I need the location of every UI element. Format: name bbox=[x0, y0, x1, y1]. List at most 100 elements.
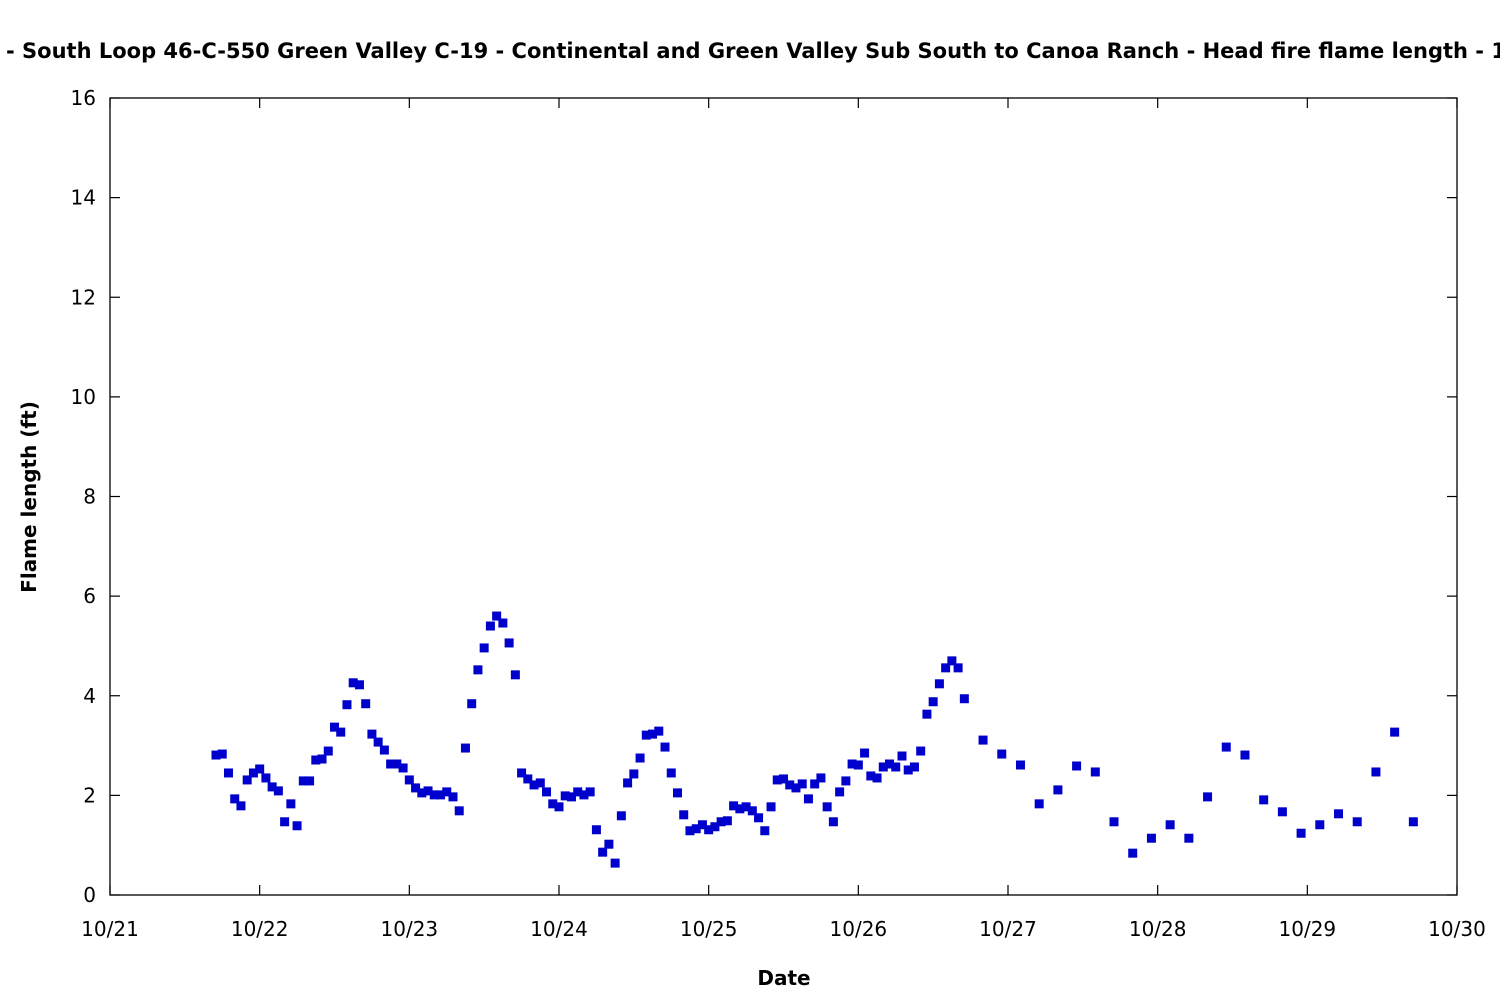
y-tick-label: 10 bbox=[71, 385, 96, 409]
x-tick-label: 10/25 bbox=[680, 917, 738, 941]
data-point bbox=[535, 778, 545, 788]
data-point bbox=[710, 822, 720, 832]
data-point bbox=[267, 782, 277, 792]
data-point bbox=[791, 783, 801, 793]
data-point bbox=[523, 774, 533, 784]
data-point bbox=[716, 817, 726, 827]
data-point bbox=[598, 847, 608, 857]
data-point bbox=[916, 746, 926, 756]
y-tick-label: 12 bbox=[71, 285, 96, 309]
data-point bbox=[217, 749, 227, 759]
data-point bbox=[554, 802, 564, 812]
data-point bbox=[1352, 817, 1362, 827]
x-tick-label: 10/30 bbox=[1428, 917, 1486, 941]
data-point bbox=[242, 775, 252, 785]
data-point bbox=[860, 748, 870, 758]
data-point bbox=[579, 790, 589, 800]
data-point bbox=[386, 759, 396, 769]
data-point bbox=[273, 786, 283, 796]
data-point bbox=[697, 820, 707, 830]
x-tick-label: 10/21 bbox=[81, 917, 139, 941]
data-point bbox=[978, 735, 988, 745]
data-point bbox=[928, 697, 938, 707]
data-point bbox=[317, 754, 327, 764]
data-point bbox=[941, 663, 951, 673]
data-point bbox=[510, 670, 520, 680]
x-axis-label: Date bbox=[757, 966, 810, 990]
data-point bbox=[467, 699, 477, 709]
data-point bbox=[479, 643, 489, 653]
data-point bbox=[211, 750, 221, 760]
data-point bbox=[504, 638, 514, 648]
data-point bbox=[1203, 792, 1213, 802]
data-point bbox=[909, 762, 919, 772]
data-point bbox=[641, 730, 651, 740]
data-point bbox=[354, 680, 364, 690]
data-point bbox=[866, 771, 876, 781]
data-point bbox=[897, 751, 907, 761]
data-point bbox=[891, 762, 901, 772]
y-tick-label: 14 bbox=[71, 186, 96, 210]
data-point bbox=[1240, 750, 1250, 760]
data-point bbox=[442, 787, 452, 797]
data-point bbox=[548, 799, 558, 809]
chart-title: - South Loop 46-C-550 Green Valley C-19 … bbox=[6, 39, 1500, 63]
data-point bbox=[448, 792, 458, 802]
data-point bbox=[816, 773, 826, 783]
data-point bbox=[392, 759, 402, 769]
data-point bbox=[255, 764, 265, 774]
data-point bbox=[560, 791, 570, 801]
data-point bbox=[585, 787, 595, 797]
x-tick-label: 10/27 bbox=[979, 917, 1037, 941]
data-point bbox=[959, 694, 969, 704]
data-point bbox=[498, 618, 508, 628]
y-axis-label: Flame length (ft) bbox=[17, 401, 41, 593]
x-tick-label: 10/28 bbox=[1129, 917, 1187, 941]
data-point bbox=[223, 768, 233, 778]
data-point bbox=[1296, 828, 1306, 838]
data-point bbox=[367, 729, 377, 739]
data-point bbox=[1390, 727, 1400, 737]
data-point bbox=[841, 776, 851, 786]
data-point bbox=[542, 787, 552, 797]
data-point bbox=[517, 768, 527, 778]
data-point bbox=[691, 824, 701, 834]
data-point bbox=[1315, 820, 1325, 830]
data-point bbox=[660, 742, 670, 752]
data-point bbox=[903, 765, 913, 775]
data-point bbox=[803, 794, 813, 804]
data-point bbox=[305, 776, 315, 786]
data-point bbox=[1053, 785, 1063, 795]
data-point bbox=[847, 759, 857, 769]
data-point bbox=[922, 709, 932, 719]
data-point bbox=[616, 811, 626, 821]
data-point bbox=[454, 806, 464, 816]
y-tick-label: 4 bbox=[83, 684, 96, 708]
data-point bbox=[436, 790, 446, 800]
data-point bbox=[361, 699, 371, 709]
data-point bbox=[348, 678, 358, 688]
data-point bbox=[573, 787, 583, 797]
data-point bbox=[292, 821, 302, 831]
data-point bbox=[623, 778, 633, 788]
data-point bbox=[473, 665, 483, 675]
plot-frame bbox=[109, 97, 1458, 896]
y-tick-label: 2 bbox=[83, 783, 96, 807]
data-point bbox=[735, 804, 745, 814]
data-point bbox=[398, 763, 408, 773]
data-point bbox=[853, 760, 863, 770]
data-point bbox=[610, 858, 620, 868]
data-point bbox=[878, 762, 888, 772]
data-point bbox=[261, 773, 271, 783]
data-point bbox=[722, 816, 732, 826]
data-point bbox=[635, 753, 645, 763]
data-point bbox=[336, 727, 346, 737]
data-point bbox=[248, 768, 258, 778]
data-point bbox=[604, 839, 614, 849]
data-point bbox=[654, 726, 664, 736]
data-point bbox=[1015, 760, 1025, 770]
data-point bbox=[311, 755, 321, 765]
data-point bbox=[953, 663, 963, 673]
data-point bbox=[485, 621, 495, 631]
